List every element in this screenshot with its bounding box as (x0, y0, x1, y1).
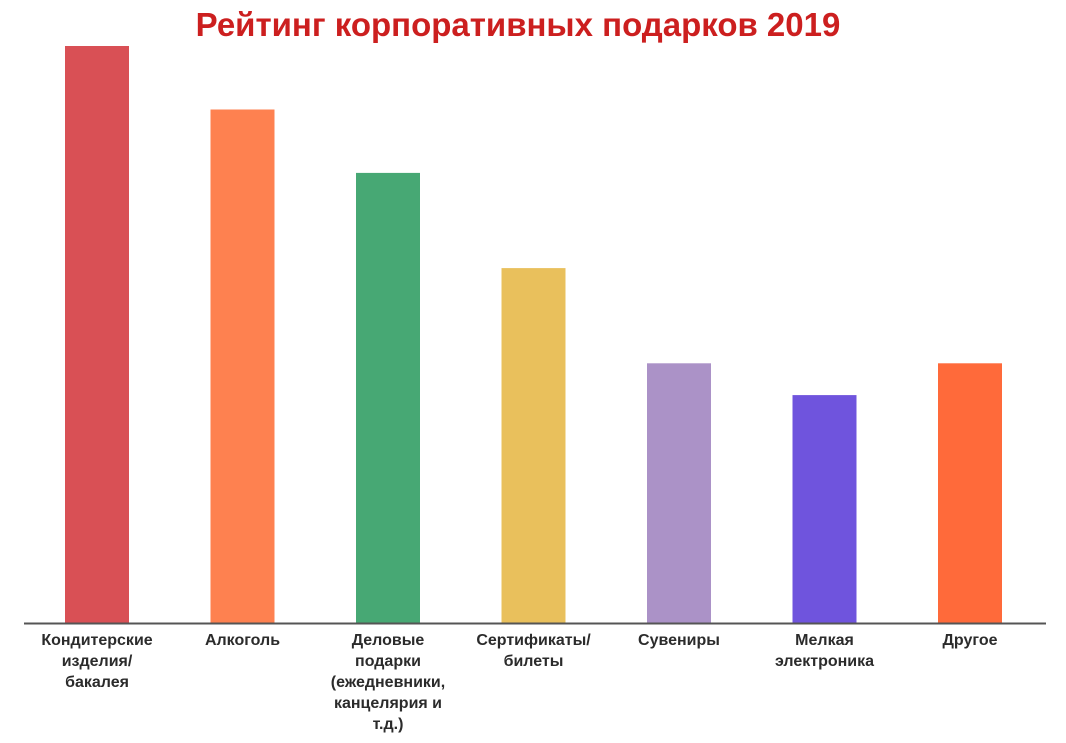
bar-7 (938, 363, 1002, 623)
x-tick-label-2: Алкоголь (205, 632, 280, 649)
bar-6 (792, 395, 857, 623)
x-tick-label-3: Деловые подарки (ежедневники, канцелярия и т… (331, 632, 445, 733)
x-tick-label-line: т.д.) (373, 716, 404, 733)
x-tick-label-line: Сертификаты/ (476, 632, 591, 649)
x-tick-label-4: Сертификаты/билеты (476, 632, 591, 670)
x-tick-label-line: бакалея (65, 674, 129, 691)
bar-1 (65, 46, 129, 623)
bar-3 (356, 172, 420, 623)
x-tick-label-line: Сувениры (638, 632, 720, 649)
x-tick-label-line: билеты (504, 653, 564, 670)
x-tick-label-line: Кондитерские (41, 632, 152, 649)
bar-4 (501, 268, 566, 623)
x-tick-label-line: Деловые (352, 632, 425, 649)
x-tick-label-6: Мелкая электроника (775, 632, 874, 670)
x-tick-label-line: Мелкая (795, 632, 854, 649)
x-tick-label-line: подарки (355, 653, 421, 670)
bar-5 (647, 363, 711, 623)
x-tick-label-line: Алкоголь (205, 632, 280, 649)
x-tick-label-1: Кондитерские изделия/бакалея (41, 632, 152, 691)
x-tick-label-line: канцелярия и (334, 695, 442, 712)
x-tick-label-5: Сувениры (638, 632, 720, 649)
chart-title: Рейтинг корпоративных подарков 2019 (195, 6, 841, 43)
bar-2 (210, 109, 275, 623)
x-tick-label-line: Другое (943, 632, 998, 649)
x-tick-label-line: изделия/ (62, 653, 133, 670)
x-tick-label-line: электроника (775, 653, 874, 670)
x-tick-label-7: Другое (943, 632, 998, 649)
x-tick-label-line: (ежедневники, (331, 674, 445, 691)
